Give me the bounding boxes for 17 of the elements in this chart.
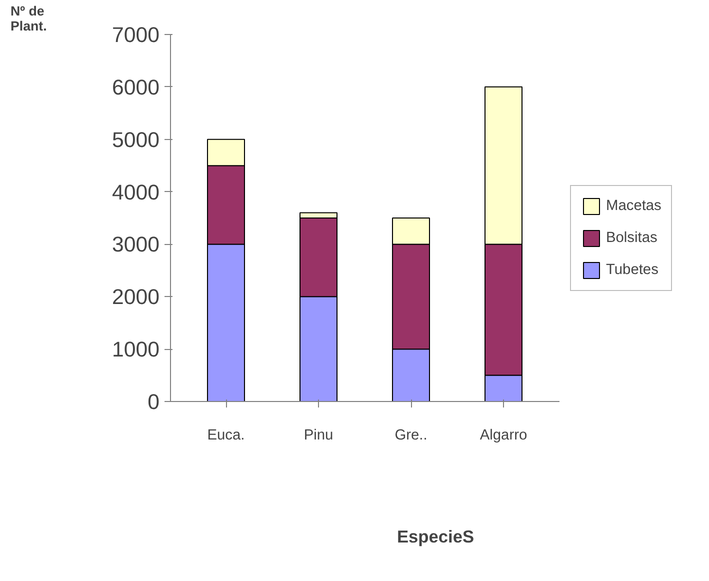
y-tick-label: 3000 [112, 232, 160, 257]
y-tick-label: 6000 [112, 75, 160, 100]
legend-label: Bolsitas [606, 230, 658, 246]
y-tick-label: 2000 [112, 285, 160, 310]
y-tick-label: 0 [148, 390, 160, 414]
y-tick-label: 4000 [112, 180, 160, 204]
x-tick-label: Pinu [304, 428, 334, 444]
legend-label: Macetas [606, 198, 662, 214]
x-axis-title: EspecieS [396, 526, 474, 546]
y-axis-title: Nº de Plant. [10, 4, 47, 34]
y-tick-label: 5000 [112, 128, 160, 152]
y-tick-label: 1000 [112, 338, 160, 362]
x-tick-label: Gre.. [394, 428, 428, 444]
legend-label: Tubetes [606, 262, 658, 278]
y-tick-label: 7000 [112, 23, 160, 47]
x-tick-label: Algarro [480, 428, 528, 444]
x-tick-label: Euca. [207, 428, 245, 444]
